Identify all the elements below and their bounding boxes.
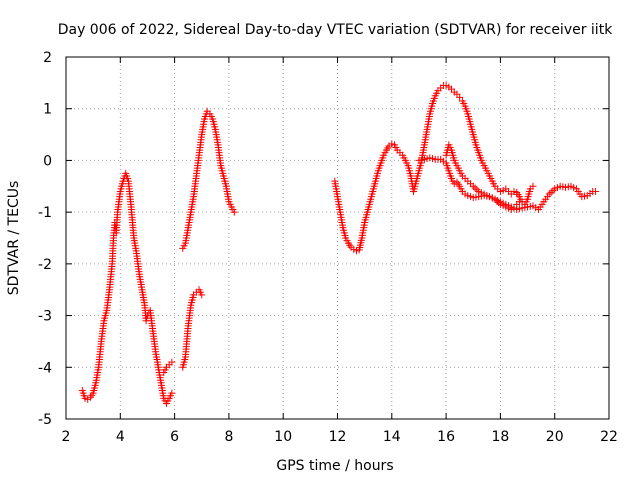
series-7 [442, 141, 523, 214]
y-tick-labels: 2 1 0 -1 -2 -3 -4 -5 [38, 50, 52, 428]
data-point [495, 199, 503, 207]
x-tick-label: 4 [116, 429, 125, 445]
data-series [78, 81, 599, 407]
y-tick-label: -2 [38, 257, 52, 273]
data-point [473, 186, 481, 194]
data-point [515, 198, 523, 206]
y-axis-label: SDTVAR / TECUs [6, 181, 22, 296]
y-tick-label: -5 [38, 412, 52, 428]
x-tick-label: 16 [437, 429, 455, 445]
x-tick-labels: 2 4 6 8 10 12 14 16 18 20 22 [62, 429, 618, 445]
chart-title: Day 006 of 2022, Sidereal Day-to-day VTE… [58, 22, 613, 38]
x-tick-label: 2 [62, 429, 71, 445]
series-5 [331, 81, 537, 255]
data-point [510, 204, 518, 212]
x-tick-label: 6 [170, 429, 179, 445]
x-tick-label: 14 [383, 429, 401, 445]
data-point [491, 195, 499, 203]
data-point [547, 188, 555, 196]
data-point [168, 358, 176, 366]
series-1 [78, 169, 176, 407]
data-point [493, 197, 501, 205]
y-tick-label: 1 [43, 102, 52, 118]
x-tick-label: 18 [491, 429, 509, 445]
plot-frame [65, 56, 610, 420]
x-tick-label: 10 [274, 429, 292, 445]
data-point [456, 93, 464, 101]
data-point [471, 184, 479, 192]
y-tick-label: -1 [38, 205, 52, 221]
x-axis-label: GPS time / hours [276, 458, 393, 474]
data-point [549, 187, 557, 195]
series-3 [179, 107, 238, 252]
series-4 [179, 286, 206, 371]
y-tick-label: -4 [38, 360, 52, 376]
data-point [469, 182, 477, 190]
x-tick-label: 22 [600, 429, 618, 445]
data-point [545, 190, 553, 198]
series-2 [160, 358, 176, 376]
x-tick-label: 12 [329, 429, 347, 445]
y-tick-label: -3 [38, 309, 52, 325]
data-point [198, 291, 206, 299]
data-point [168, 389, 176, 397]
data-point [591, 187, 599, 195]
x-tick-label: 20 [546, 429, 564, 445]
data-point [529, 182, 537, 190]
data-point [230, 208, 238, 216]
y-tick-label: 0 [43, 153, 52, 169]
series-6 [415, 154, 599, 214]
y-tick-label: 2 [43, 50, 52, 66]
grid [66, 57, 609, 419]
x-tick-label: 8 [224, 429, 233, 445]
